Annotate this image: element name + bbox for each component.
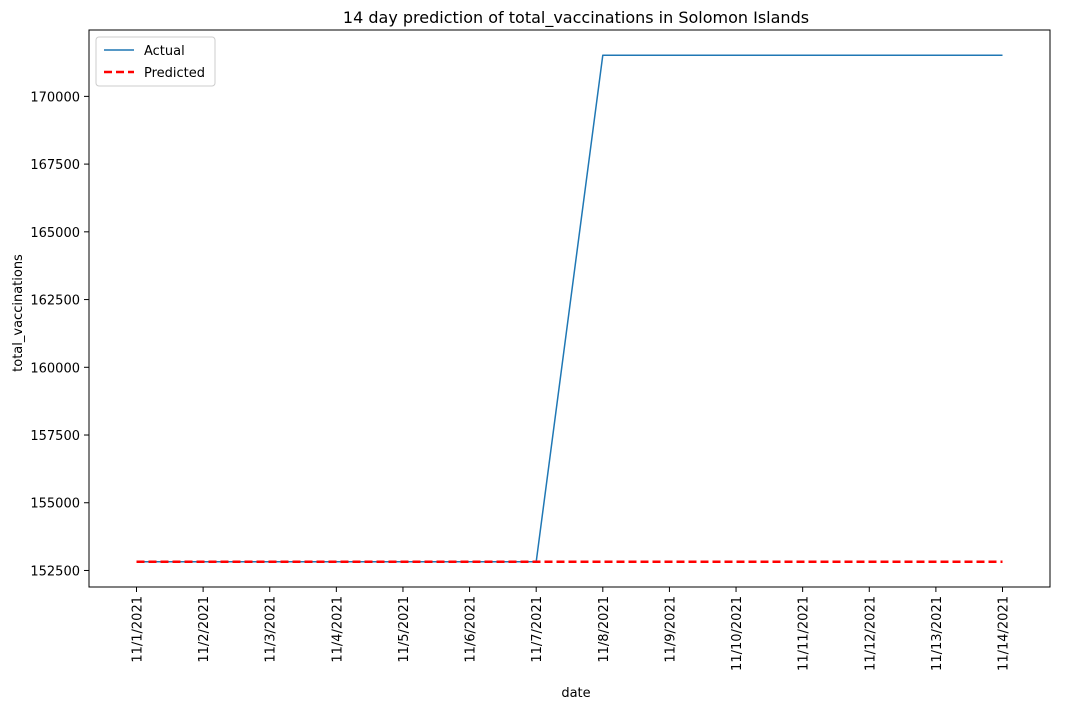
- y-tick-label: 162500: [30, 294, 80, 309]
- y-tick-label: 155000: [30, 497, 80, 512]
- x-tick-label: 11/10/2021: [730, 596, 745, 671]
- x-tick-label: 11/11/2021: [797, 596, 812, 671]
- x-tick-label: 11/5/2021: [397, 596, 412, 663]
- x-axis: 11/1/2021 11/2/2021 11/3/2021 11/4/2021 11/5…: [131, 587, 1012, 671]
- x-tick-label: 11/1/2021: [131, 596, 146, 663]
- y-tick-label: 160000: [30, 361, 80, 376]
- x-axis-label: date: [561, 686, 590, 701]
- series-layer: [136, 54, 1003, 564]
- y-tick-label: 157500: [30, 429, 80, 444]
- x-tick-label: 11/12/2021: [863, 596, 878, 671]
- x-tick-label: 11/14/2021: [997, 596, 1012, 671]
- legend-label-predicted: Predicted: [144, 66, 205, 81]
- x-tick-label: 11/13/2021: [930, 596, 945, 671]
- y-axis-label: total_vaccinations: [11, 254, 26, 372]
- y-tick-label: 170000: [30, 90, 80, 105]
- y-axis: 152500 155000 157500 160000 162500 165000 1675…: [30, 90, 89, 579]
- x-tick-label: 11/4/2021: [330, 596, 345, 663]
- x-tick-label: 11/8/2021: [597, 596, 612, 663]
- x-tick-label: 11/3/2021: [264, 596, 279, 663]
- chart-title: 14 day prediction of total_vaccinations …: [343, 8, 809, 28]
- x-tick-label: 11/6/2021: [464, 596, 479, 663]
- x-tick-label: 11/7/2021: [530, 596, 545, 663]
- legend-label-actual: Actual: [144, 44, 185, 59]
- legend: Actual Predicted: [95, 36, 216, 87]
- plot-area: [88, 29, 1051, 588]
- y-tick-label: 165000: [30, 226, 80, 241]
- y-tick-label: 152500: [30, 564, 80, 579]
- x-tick-label: 11/2/2021: [197, 596, 212, 663]
- y-tick-label: 167500: [30, 158, 80, 173]
- x-tick-label: 11/9/2021: [663, 596, 678, 663]
